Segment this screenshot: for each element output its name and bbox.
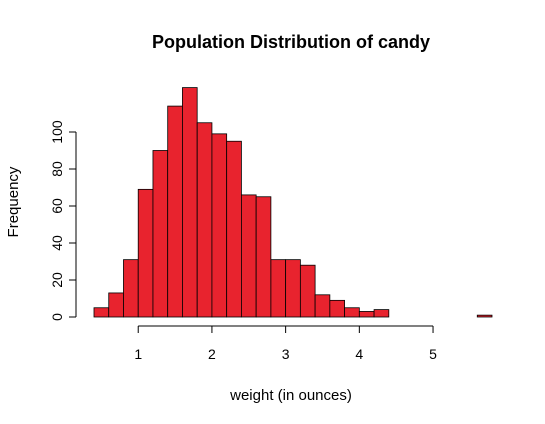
histogram-bar bbox=[476, 314, 493, 318]
y-tick-label: 0 bbox=[49, 313, 65, 321]
histogram-bar bbox=[196, 122, 213, 318]
histogram-bar bbox=[255, 196, 272, 318]
y-tick-label: 80 bbox=[49, 161, 65, 177]
bars-group bbox=[93, 87, 493, 318]
histogram-bar bbox=[299, 264, 316, 318]
histogram-bar bbox=[314, 294, 331, 318]
y-axis-label: Frequency bbox=[5, 166, 22, 237]
histogram-bar bbox=[167, 105, 183, 318]
histogram-bar bbox=[344, 307, 360, 318]
histogram-bar bbox=[270, 259, 287, 318]
histogram-bar bbox=[123, 259, 139, 318]
y-tick-label: 20 bbox=[49, 272, 65, 288]
histogram-bar bbox=[152, 150, 169, 318]
histogram-bar bbox=[241, 194, 257, 318]
y-tick-label: 40 bbox=[49, 235, 65, 251]
histogram-bar bbox=[329, 299, 345, 318]
histogram-bar bbox=[182, 87, 198, 318]
histogram-bar bbox=[211, 133, 228, 318]
x-tick-label: 4 bbox=[355, 346, 363, 362]
chart-title: Population Distribution of candy bbox=[152, 32, 430, 52]
y-axis: 0 20 40 60 80 100 bbox=[49, 120, 77, 321]
x-tick-label: 1 bbox=[134, 346, 142, 362]
histogram-bar bbox=[358, 311, 375, 318]
x-axis: 1 2 3 4 5 bbox=[134, 325, 437, 362]
y-tick-label: 60 bbox=[49, 198, 65, 214]
histogram-bar bbox=[373, 309, 390, 318]
y-tick-label: 100 bbox=[49, 120, 65, 144]
x-tick-label: 5 bbox=[429, 346, 437, 362]
histogram-bar bbox=[93, 307, 110, 318]
histogram-bar bbox=[226, 140, 242, 318]
histogram-bar bbox=[137, 188, 154, 318]
x-axis-label: weight (in ounces) bbox=[229, 387, 352, 404]
x-tick-label: 3 bbox=[282, 346, 290, 362]
x-tick-label: 2 bbox=[208, 346, 216, 362]
histogram-bar bbox=[285, 259, 301, 318]
histogram-bar bbox=[108, 292, 124, 318]
